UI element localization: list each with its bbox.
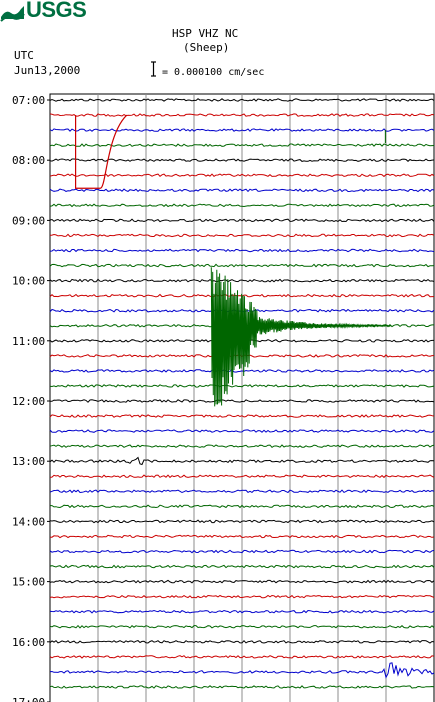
trace-line: [49, 263, 435, 268]
trace-line: [49, 456, 435, 466]
trace-line: [49, 369, 435, 373]
trace-line: [49, 489, 435, 494]
trace-line: [49, 414, 435, 418]
trace-line: [49, 549, 435, 554]
station-code: HSP VHZ NC: [172, 27, 239, 40]
station-site: (Sheep): [183, 41, 230, 54]
trace-line: [49, 278, 435, 283]
scale-label: = 0.000100 cm/sec: [162, 67, 265, 78]
hour-label: 16:00: [12, 636, 45, 649]
trace-line: [49, 624, 435, 629]
trace-line: [49, 534, 435, 539]
trace-line: [49, 444, 435, 448]
trace-line: [49, 519, 435, 524]
calibration-pulse: [75, 114, 128, 189]
hour-label: 12:00: [12, 395, 45, 408]
trace-line: [49, 662, 435, 679]
hour-label: 10:00: [12, 275, 45, 288]
trace-line: [49, 188, 435, 193]
trace-line: [49, 655, 435, 659]
hour-label: 17:00: [12, 696, 45, 702]
trace-line: [49, 609, 435, 614]
trace-line: [50, 504, 435, 509]
trace-line: [49, 158, 435, 162]
trace-line: [49, 579, 435, 584]
trace-line: [49, 564, 435, 569]
trace-line: [50, 399, 435, 403]
date-label: Jun13,2000: [14, 64, 81, 77]
trace-line: [49, 594, 435, 599]
trace-line: [49, 203, 435, 208]
trace-line: [49, 113, 435, 117]
hour-label: 13:00: [12, 455, 45, 468]
trace-line: [49, 128, 435, 132]
trace-line: [49, 98, 435, 102]
trace-line: [49, 474, 435, 479]
trace-line: [49, 233, 435, 238]
trace-line: [49, 218, 435, 223]
earthquake-signal: [210, 267, 391, 407]
trace-line: [49, 639, 435, 644]
hour-label: 11:00: [12, 335, 45, 348]
trace-line: [49, 173, 435, 178]
hour-label: 08:00: [12, 154, 45, 167]
hour-label: 09:00: [12, 214, 45, 227]
usgs-logo-text: USGS: [26, 0, 87, 22]
timezone-label: UTC: [14, 49, 34, 62]
hour-label: 14:00: [12, 515, 45, 528]
trace-line: [49, 143, 435, 148]
hour-label: 15:00: [12, 576, 45, 589]
usgs-logo: USGS: [0, 0, 87, 22]
trace-line: [49, 384, 435, 388]
usgs-wave-icon: [0, 6, 25, 22]
scale-bar-icon: [151, 61, 156, 77]
hour-label: 07:00: [12, 94, 45, 107]
trace-line: [49, 685, 435, 689]
trace-line: [49, 429, 435, 433]
trace-line: [49, 248, 435, 253]
